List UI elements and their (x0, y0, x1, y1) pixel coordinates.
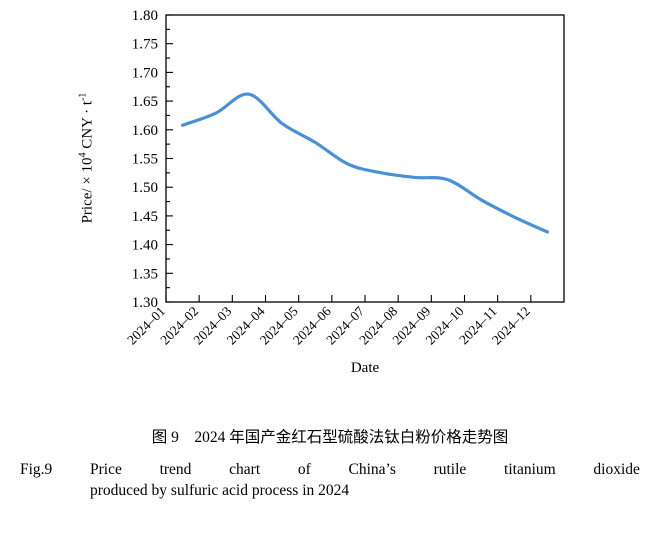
svg-text:1.45: 1.45 (132, 209, 158, 225)
svg-text:1.50: 1.50 (132, 180, 158, 196)
svg-text:1.40: 1.40 (132, 238, 158, 254)
svg-text:1.75: 1.75 (132, 37, 158, 53)
svg-text:1.35: 1.35 (132, 266, 158, 282)
svg-text:1.70: 1.70 (132, 65, 158, 81)
svg-text:1.80: 1.80 (132, 8, 158, 24)
svg-text:1.65: 1.65 (132, 94, 158, 110)
svg-text:1.60: 1.60 (132, 123, 158, 139)
svg-text:1.55: 1.55 (132, 152, 158, 168)
